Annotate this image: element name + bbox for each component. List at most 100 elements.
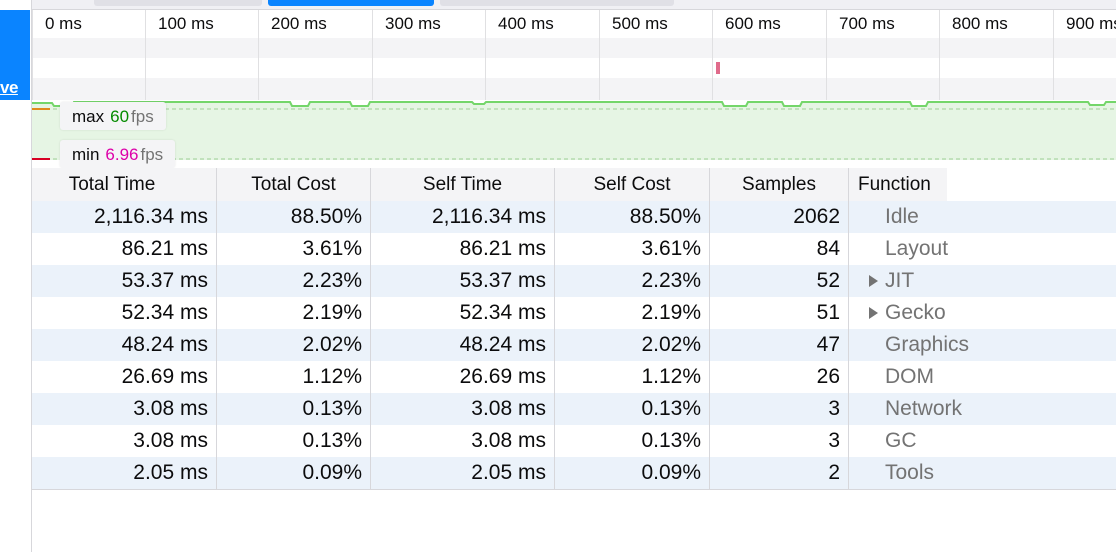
function-name: Tools [885, 461, 935, 484]
min-caption: min [72, 145, 100, 164]
framerate-graph-line [32, 101, 1116, 107]
cell-self-time: 53.37 ms [371, 265, 555, 297]
timeline-ruler[interactable]: 0 ms 100 ms 200 ms 300 ms 400 ms 500 ms … [32, 10, 1116, 100]
cell-total-cost: 3.61% [217, 233, 371, 265]
timeline-tick-label: 400 ms [498, 14, 554, 33]
timeline-tick: 700 ms [826, 10, 895, 100]
cell-self-cost: 2.02% [555, 329, 710, 361]
toolbar-tab-selected[interactable] [268, 0, 434, 6]
timeline-marker[interactable] [716, 62, 720, 74]
cell-samples: 26 [710, 361, 849, 393]
table-row[interactable]: 48.24 ms 2.02% 48.24 ms 2.02% 47 Graphics [32, 329, 1116, 361]
table-row[interactable]: 86.21 ms 3.61% 86.21 ms 3.61% 84 Layout [32, 233, 1116, 265]
framerate-max-marker [32, 108, 50, 110]
cell-function: Graphics [849, 329, 1116, 361]
timeline-tick: 200 ms [258, 10, 327, 100]
cell-function: Idle [849, 201, 1116, 233]
left-panel-strip: ve [0, 0, 32, 552]
column-header-samples[interactable]: Samples [710, 168, 849, 201]
framerate-min-label: min 6.96 fps [60, 140, 176, 168]
cell-total-time: 86.21 ms [32, 233, 217, 265]
cell-self-time: 2,116.34 ms [371, 201, 555, 233]
cell-total-cost: 2.19% [217, 297, 371, 329]
column-header-self-cost[interactable]: Self Cost [555, 168, 710, 201]
cell-function: Gecko [849, 297, 1116, 329]
table-row[interactable]: 2.05 ms 0.09% 2.05 ms 0.09% 2 Tools [32, 457, 1116, 489]
min-fps-value: 6.96 [105, 145, 139, 164]
column-header-total-time[interactable]: Total Time [32, 168, 217, 201]
toolbar-strip [32, 0, 1116, 10]
timeline-tick-label: 500 ms [612, 14, 668, 33]
table-row[interactable]: 3.08 ms 0.13% 3.08 ms 0.13% 3 Network [32, 393, 1116, 425]
cell-self-cost: 88.50% [555, 201, 710, 233]
sidebar-tab-label[interactable]: ve [0, 78, 18, 97]
cell-samples: 3 [710, 393, 849, 425]
column-header-self-time[interactable]: Self Time [371, 168, 555, 201]
cell-total-time: 26.69 ms [32, 361, 217, 393]
cell-total-time: 53.37 ms [32, 265, 217, 297]
table-row[interactable]: 2,116.34 ms 88.50% 2,116.34 ms 88.50% 2062 Id… [32, 201, 1116, 233]
max-caption: max [72, 107, 105, 126]
framerate-graph[interactable]: max 60 fps min 6.96 fps [32, 100, 1116, 168]
cell-total-time: 2,116.34 ms [32, 201, 217, 233]
cell-total-cost: 2.23% [217, 265, 371, 297]
toolbar-tab-3[interactable] [440, 0, 674, 6]
cell-function: Layout [849, 233, 1116, 265]
table-row[interactable]: 26.69 ms 1.12% 26.69 ms 1.12% 26 DOM [32, 361, 1116, 393]
function-name: JIT [885, 269, 915, 292]
cell-self-time: 2.05 ms [371, 457, 555, 489]
timeline-tick-label: 600 ms [725, 14, 781, 33]
cell-total-time: 48.24 ms [32, 329, 217, 361]
function-name: Layout [885, 237, 949, 260]
timeline-tick-label: 0 ms [45, 14, 82, 33]
cell-function: DOM [849, 361, 1116, 393]
function-name: DOM [885, 365, 934, 388]
ruler-band [32, 58, 1116, 78]
timeline-tick: 800 ms [939, 10, 1008, 100]
cell-self-cost: 3.61% [555, 233, 710, 265]
column-header-function[interactable]: Function [849, 168, 947, 201]
cell-total-time: 52.34 ms [32, 297, 217, 329]
cell-self-cost: 0.13% [555, 425, 710, 457]
timeline-tick-label: 100 ms [158, 14, 214, 33]
framerate-graph-fill [32, 102, 1116, 160]
timeline-tick: 300 ms [372, 10, 441, 100]
timeline-tick: 0 ms [32, 10, 82, 100]
cell-total-time: 3.08 ms [32, 425, 217, 457]
cell-self-cost: 1.12% [555, 361, 710, 393]
table-row[interactable]: 53.37 ms 2.23% 53.37 ms 2.23% 52 JIT [32, 265, 1116, 297]
table-row[interactable]: 3.08 ms 0.13% 3.08 ms 0.13% 3 GC [32, 425, 1116, 457]
cell-samples: 3 [710, 425, 849, 457]
column-header-total-cost[interactable]: Total Cost [217, 168, 371, 201]
cell-function: JIT [849, 265, 1116, 297]
max-fps-unit: fps [131, 107, 154, 126]
cell-samples: 51 [710, 297, 849, 329]
cell-total-cost: 0.09% [217, 457, 371, 489]
function-name: Graphics [885, 333, 970, 356]
timeline-tick: 100 ms [145, 10, 214, 100]
column-header-label: Self Cost [593, 174, 671, 195]
table-bottom-border [32, 489, 1116, 490]
framerate-min-marker [32, 158, 50, 160]
cell-self-time: 26.69 ms [371, 361, 555, 393]
cell-samples: 84 [710, 233, 849, 265]
min-fps-unit: fps [140, 145, 164, 164]
sidebar-tab[interactable]: ve [0, 10, 30, 100]
function-name: GC [885, 429, 917, 452]
framerate-max-label: max 60 fps [60, 102, 166, 130]
timeline-tick-label: 900 ms [1066, 14, 1116, 33]
cell-samples: 47 [710, 329, 849, 361]
column-header-label: Samples [742, 174, 816, 195]
timeline-tick-label: 300 ms [385, 14, 441, 33]
expand-arrow-icon[interactable] [869, 275, 878, 287]
cell-samples: 2062 [710, 201, 849, 233]
toolbar-tab-1[interactable] [94, 0, 262, 6]
ruler-band [32, 78, 1116, 100]
cell-function: GC [849, 425, 1116, 457]
cell-self-cost: 0.13% [555, 393, 710, 425]
function-name: Network [885, 397, 963, 420]
max-fps-value: 60 [110, 107, 130, 126]
expand-arrow-icon[interactable] [869, 307, 878, 319]
cell-function: Tools [849, 457, 1116, 489]
table-row[interactable]: 52.34 ms 2.19% 52.34 ms 2.19% 51 Gecko [32, 297, 1116, 329]
